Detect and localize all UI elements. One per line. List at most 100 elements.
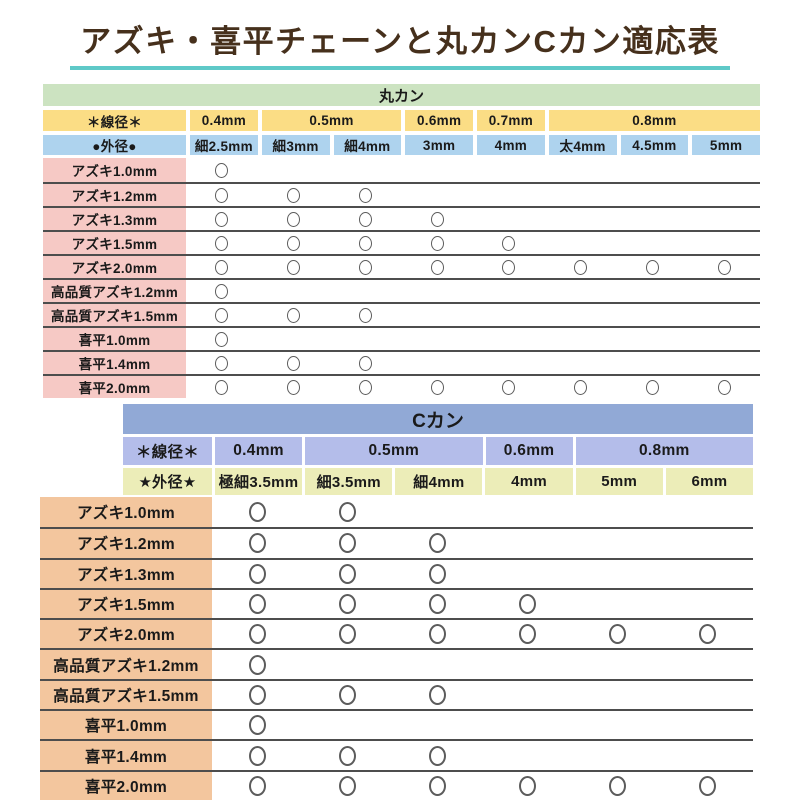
- compat-circle-icon: [699, 624, 717, 645]
- compat-cell: [330, 256, 402, 278]
- compat-cell: [330, 184, 402, 206]
- compat-circle-icon: [287, 211, 301, 227]
- compat-circle-icon: [248, 563, 266, 584]
- compat-circle-icon: [358, 307, 372, 323]
- compat-cell: [302, 620, 392, 648]
- compat-circle-icon: [358, 187, 372, 203]
- compat-cell: [330, 280, 402, 302]
- compat-cell: [392, 529, 482, 557]
- compat-cell: [392, 711, 482, 739]
- wire-diameter-value: 0.6mm: [405, 110, 473, 131]
- compat-cell: [258, 280, 330, 302]
- chain-row: アズキ2.0mm: [40, 618, 753, 649]
- compat-circle-icon: [338, 775, 356, 796]
- compat-circle-icon: [645, 379, 659, 395]
- compat-circle-icon: [287, 187, 301, 203]
- compat-cell: [212, 560, 302, 588]
- wire-diameter-value: 0.4mm: [215, 437, 303, 465]
- outer-diameter-value: 5mm: [692, 135, 760, 155]
- compat-cell: [212, 650, 302, 678]
- chain-label: 高品質アズキ1.2mm: [40, 650, 212, 679]
- chain-row: アズキ1.5mm: [43, 230, 760, 254]
- compat-cell: [258, 184, 330, 206]
- compat-cell: [482, 772, 572, 800]
- compat-cell: [258, 158, 330, 182]
- wire-diameter-value: 0.5mm: [305, 437, 483, 465]
- compat-circle-icon: [248, 775, 266, 796]
- outer-diameter-value: 5mm: [575, 468, 663, 495]
- chain-row: 喜平1.0mm: [40, 709, 753, 740]
- compat-cell: [688, 376, 760, 398]
- marukan-table-title: 丸カン: [43, 84, 760, 106]
- compat-cell: [302, 681, 392, 709]
- compat-cell: [663, 711, 753, 739]
- marukan-table-body: アズキ1.0mm アズキ1.2mm アズキ1.3mm アズキ1.5mm アズキ2.0mm…: [43, 158, 760, 398]
- compat-circle-icon: [248, 654, 266, 675]
- compat-cell: [482, 741, 572, 769]
- compat-circle-icon: [338, 684, 356, 705]
- compat-cell: [186, 280, 258, 302]
- compat-cell: [473, 280, 545, 302]
- chain-row: アズキ1.0mm: [40, 497, 753, 528]
- chain-label: 喜平1.4mm: [40, 741, 212, 770]
- compat-circle-icon: [502, 379, 516, 395]
- compat-cell: [258, 352, 330, 374]
- marukan-wire-diameter-row: ＊線径＊ 0.4mm 0.5mm 0.6mm 0.7mm 0.8mm: [43, 110, 760, 131]
- wire-diameter-value: 0.7mm: [477, 110, 545, 131]
- compat-cell: [688, 232, 760, 254]
- compat-circle-icon: [502, 235, 516, 251]
- chain-row: 喜平2.0mm: [43, 374, 760, 398]
- compat-cell: [212, 741, 302, 769]
- compat-circle-icon: [428, 624, 446, 645]
- compat-cell: [330, 304, 402, 326]
- compat-cell: [302, 711, 392, 739]
- compat-cell: [688, 158, 760, 182]
- outer-diameter-value: 細3.5mm: [305, 468, 393, 495]
- compat-circle-icon: [338, 624, 356, 645]
- compat-cell: [688, 304, 760, 326]
- chain-label: 喜平2.0mm: [43, 376, 186, 398]
- compat-cell: [573, 560, 663, 588]
- wire-diameter-value: 0.6mm: [485, 437, 573, 465]
- compat-cell: [212, 529, 302, 557]
- compat-circle-icon: [358, 211, 372, 227]
- compat-circle-icon: [358, 379, 372, 395]
- compat-circle-icon: [215, 331, 229, 347]
- compat-circle-icon: [430, 211, 444, 227]
- outer-diameter-value: 太4mm: [548, 135, 617, 155]
- compat-cell: [482, 650, 572, 678]
- compat-cell: [663, 497, 753, 527]
- compat-cell: [545, 256, 617, 278]
- chain-row: アズキ1.0mm: [43, 158, 760, 182]
- compat-cell: [330, 158, 402, 182]
- compat-circle-icon: [717, 379, 731, 395]
- compat-cell: [258, 232, 330, 254]
- compat-circle-icon: [645, 259, 659, 275]
- compat-circle-icon: [338, 502, 356, 523]
- outer-diameter-value: 6mm: [665, 468, 753, 495]
- chain-row: アズキ2.0mm: [43, 254, 760, 278]
- compat-cell: [617, 304, 689, 326]
- compat-cell: [545, 184, 617, 206]
- compat-circle-icon: [717, 259, 731, 275]
- compat-cell: [258, 328, 330, 350]
- outer-diameter-value: 4mm: [485, 468, 573, 495]
- compat-cell: [473, 208, 545, 230]
- chain-label: アズキ2.0mm: [40, 620, 212, 649]
- compat-circle-icon: [428, 775, 446, 796]
- wire-diameter-value: 0.8mm: [548, 110, 760, 131]
- compat-cell: [545, 158, 617, 182]
- outer-diameter-label: ★外径★: [123, 468, 212, 495]
- compat-cell: [545, 304, 617, 326]
- chain-row: 高品質アズキ1.5mm: [43, 302, 760, 326]
- compat-cell: [401, 208, 473, 230]
- compat-circle-icon: [215, 379, 229, 395]
- compat-cell: [663, 620, 753, 648]
- wire-diameter-label: ＊線径＊: [43, 110, 186, 131]
- compat-cell: [401, 352, 473, 374]
- compat-cell: [617, 280, 689, 302]
- compat-cell: [617, 184, 689, 206]
- compat-circle-icon: [574, 379, 588, 395]
- chain-label: アズキ1.5mm: [43, 232, 186, 254]
- compat-cell: [392, 590, 482, 618]
